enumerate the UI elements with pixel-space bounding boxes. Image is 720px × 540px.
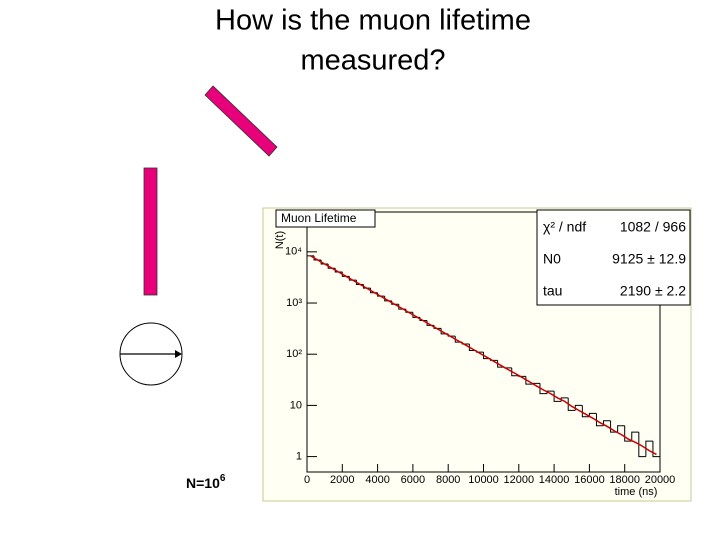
histogram-bin: [638, 432, 646, 458]
stat-value: 9125 ± 12.9: [612, 251, 686, 267]
x-tick-label: 14000: [539, 474, 570, 486]
stat-value: 2190 ± 2.2: [620, 283, 686, 299]
histogram-bin: [624, 425, 632, 442]
title-box: [275, 209, 376, 228]
y-tick-label: 10: [290, 399, 302, 411]
histogram-bin: [539, 383, 548, 395]
histogram-bin: [567, 397, 576, 411]
y-axis-label: N(t): [274, 231, 286, 249]
x-tick-label: 16000: [574, 474, 605, 486]
note-text: N=10: [186, 475, 220, 491]
x-axis-label: time (ns): [615, 486, 658, 498]
stat-label: χ² / ndf: [543, 219, 586, 235]
chart-title: Muon Lifetime: [281, 211, 357, 225]
x-tick-label: 6000: [401, 474, 425, 486]
note-sup: 6: [220, 473, 226, 484]
histogram-bin: [631, 431, 639, 442]
histogram-bin: [511, 367, 519, 377]
y-tick-label: 1: [296, 450, 302, 462]
x-tick-label: 0: [304, 474, 310, 486]
slide-title: How is the muon lifetime: [215, 5, 531, 37]
x-tick-label: 2000: [330, 474, 354, 486]
x-tick-label: 20000: [645, 474, 676, 486]
plot: 0 2000 4000 6000 8000 10000 12000 14000 16000 180…: [285, 246, 675, 486]
histogram-bin: [645, 440, 653, 457]
histogram-bin: [595, 413, 604, 427]
stats: χ² / ndf 1082 / 966 N0 9125 ± 12.9 tau 2190 ±…: [543, 219, 686, 299]
fit-curve: [310, 255, 657, 456]
histogram-bin: [652, 441, 660, 458]
x-tick-label: 18000: [609, 474, 640, 486]
y-tick-label: 10³: [286, 297, 302, 309]
x-tick-label: 8000: [436, 474, 460, 486]
stat-label: N0: [543, 251, 561, 267]
histogram-bin: [617, 425, 625, 433]
stats-box: [536, 209, 691, 306]
note: N=106: [186, 473, 226, 491]
histogram-bin: [553, 391, 562, 402]
stat-value: 1082 / 966: [620, 219, 686, 235]
y-tick-label: 10⁴: [285, 246, 302, 258]
y-tick-label: 10²: [286, 348, 302, 360]
x-tick-label: 12000: [504, 474, 535, 486]
x-tick-label: 10000: [468, 474, 499, 486]
arrow-head: [175, 350, 182, 358]
paddle: [143, 167, 158, 296]
histogram-bin: [581, 405, 590, 418]
x-tick-label: 4000: [365, 474, 389, 486]
slide-title: measured?: [300, 45, 445, 77]
stat-label: tau: [543, 283, 562, 299]
paddle: [204, 85, 278, 157]
